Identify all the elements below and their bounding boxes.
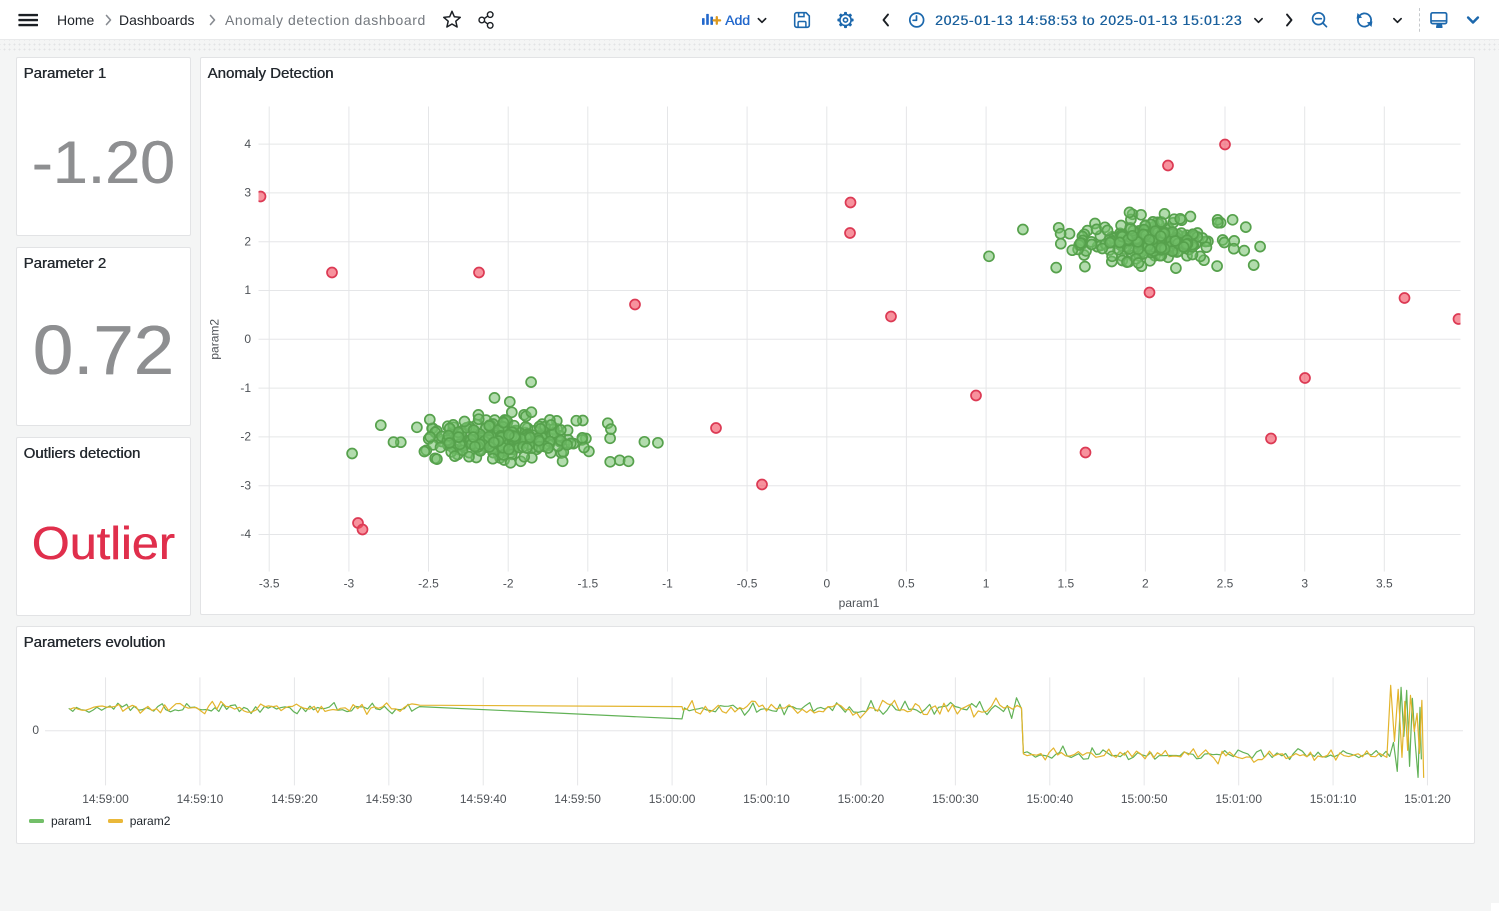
svg-text:15:00:40: 15:00:40 <box>1026 792 1073 806</box>
svg-text:15:00:00: 15:00:00 <box>649 792 696 806</box>
svg-text:0.5: 0.5 <box>898 576 915 590</box>
svg-text:0: 0 <box>823 576 830 590</box>
svg-text:3: 3 <box>244 185 251 199</box>
svg-text:15:01:20: 15:01:20 <box>1404 792 1451 806</box>
svg-text:param2: param2 <box>208 318 222 359</box>
svg-text:param1: param1 <box>839 596 880 610</box>
svg-text:-3: -3 <box>240 478 251 492</box>
svg-text:15:00:30: 15:00:30 <box>932 792 979 806</box>
svg-text:-3: -3 <box>344 576 355 590</box>
svg-text:-2: -2 <box>503 576 514 590</box>
svg-text:14:59:00: 14:59:00 <box>82 792 129 806</box>
svg-text:-1: -1 <box>240 380 251 394</box>
svg-text:1: 1 <box>244 283 251 297</box>
svg-text:0: 0 <box>244 331 251 345</box>
svg-text:14:59:30: 14:59:30 <box>365 792 412 806</box>
svg-text:3.5: 3.5 <box>1376 576 1393 590</box>
svg-text:-2: -2 <box>240 429 251 443</box>
svg-text:14:59:50: 14:59:50 <box>554 792 601 806</box>
svg-text:2.5: 2.5 <box>1217 576 1234 590</box>
svg-text:1: 1 <box>983 576 990 590</box>
svg-text:15:00:10: 15:00:10 <box>743 792 790 806</box>
svg-text:15:01:10: 15:01:10 <box>1310 792 1357 806</box>
svg-text:2: 2 <box>244 234 251 248</box>
svg-text:3: 3 <box>1301 576 1308 590</box>
svg-text:-2.5: -2.5 <box>418 576 439 590</box>
svg-text:15:01:00: 15:01:00 <box>1215 792 1262 806</box>
svg-text:-0.5: -0.5 <box>737 576 758 590</box>
svg-text:15:00:20: 15:00:20 <box>838 792 885 806</box>
svg-text:1.5: 1.5 <box>1057 576 1074 590</box>
svg-text:15:00:50: 15:00:50 <box>1121 792 1168 806</box>
svg-text:4: 4 <box>244 136 251 150</box>
svg-text:-4: -4 <box>240 527 251 541</box>
svg-text:0: 0 <box>32 723 39 737</box>
svg-text:2: 2 <box>1142 576 1149 590</box>
svg-text:-1: -1 <box>662 576 673 590</box>
svg-text:-1.5: -1.5 <box>577 576 598 590</box>
svg-text:14:59:40: 14:59:40 <box>460 792 507 806</box>
svg-text:14:59:10: 14:59:10 <box>177 792 224 806</box>
svg-text:-3.5: -3.5 <box>259 576 280 590</box>
svg-text:14:59:20: 14:59:20 <box>271 792 318 806</box>
